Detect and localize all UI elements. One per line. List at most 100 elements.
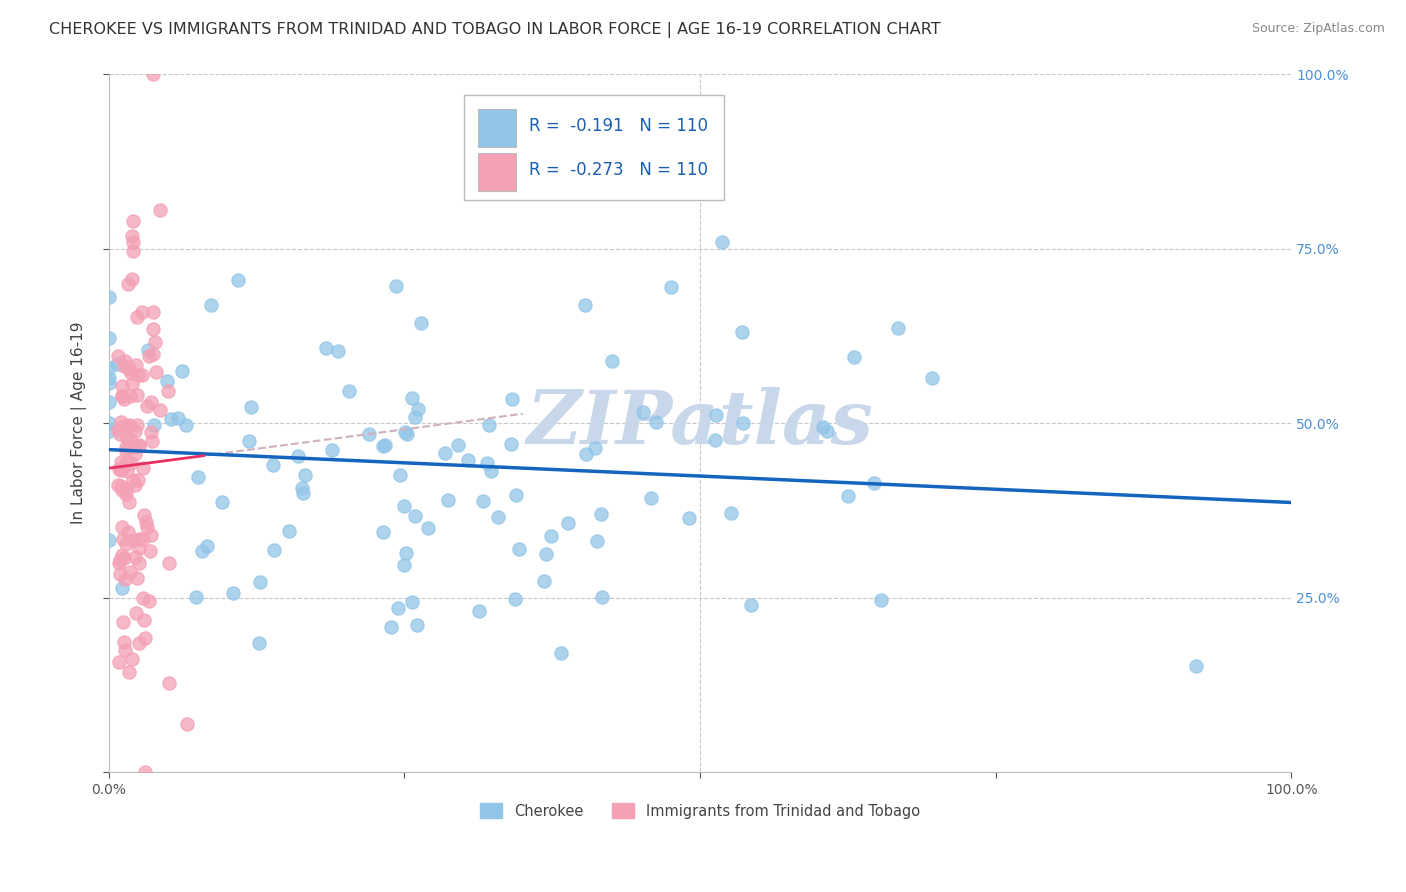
Cherokee [503,591,526,606]
Immigrants from Trinidad and Tobago [138,349,160,363]
Cherokee [228,273,250,287]
Cherokee [533,574,555,589]
Cherokee [471,493,494,508]
Cherokee [401,595,423,609]
Cherokee [436,493,458,508]
Cherokee [278,524,301,539]
Cherokee [249,575,271,590]
Immigrants from Trinidad and Tobago [131,368,153,382]
Cherokee [97,394,120,409]
Cherokee [486,510,509,524]
Cherokee [815,424,838,438]
Immigrants from Trinidad and Tobago [125,571,148,585]
Cherokee [477,456,499,470]
Cherokee [392,558,415,572]
Cherokee [416,521,439,535]
Cherokee [326,343,349,358]
Cherokee [97,361,120,376]
Immigrants from Trinidad and Tobago [132,591,155,605]
Cherokee [211,495,233,509]
Immigrants from Trinidad and Tobago [115,443,138,458]
Immigrants from Trinidad and Tobago [132,508,155,523]
Immigrants from Trinidad and Tobago [114,354,136,368]
Immigrants from Trinidad and Tobago [112,532,135,546]
Cherokee [97,290,120,304]
Cherokee [600,354,623,368]
Immigrants from Trinidad and Tobago [117,359,139,374]
Cherokee [238,434,260,449]
Cherokee [387,601,409,615]
Cherokee [190,544,212,558]
Immigrants from Trinidad and Tobago [139,395,162,409]
Cherokee [105,357,128,371]
Immigrants from Trinidad and Tobago [149,202,172,217]
Immigrants from Trinidad and Tobago [118,417,141,432]
Immigrants from Trinidad and Tobago [111,389,134,403]
Cherokee [143,418,166,433]
Cherokee [574,298,596,312]
Immigrants from Trinidad and Tobago [114,440,136,454]
Cherokee [703,434,725,448]
Cherokee [1185,658,1208,673]
Immigrants from Trinidad and Tobago [135,515,157,529]
Immigrants from Trinidad and Tobago [110,462,132,476]
Cherokee [373,524,395,539]
Cherokee [291,481,314,495]
Immigrants from Trinidad and Tobago [125,310,148,324]
Cherokee [434,446,457,460]
Immigrants from Trinidad and Tobago [114,642,136,657]
Cherokee [395,546,418,560]
Cherokee [447,438,470,452]
Cherokee [586,533,609,548]
Immigrants from Trinidad and Tobago [135,520,157,534]
Immigrants from Trinidad and Tobago [118,432,141,446]
Cherokee [811,419,834,434]
Cherokee [837,489,859,503]
Cherokee [508,542,530,557]
Immigrants from Trinidad and Tobago [118,419,141,434]
Immigrants from Trinidad and Tobago [125,418,148,433]
Immigrants from Trinidad and Tobago [127,368,149,382]
Immigrants from Trinidad and Tobago [118,665,141,679]
Cherokee [380,620,402,634]
Cherokee [395,427,418,442]
Immigrants from Trinidad and Tobago [122,473,145,487]
Immigrants from Trinidad and Tobago [107,349,129,363]
Immigrants from Trinidad and Tobago [115,482,138,496]
Immigrants from Trinidad and Tobago [128,439,150,453]
Immigrants from Trinidad and Tobago [117,524,139,539]
Immigrants from Trinidad and Tobago [142,305,165,319]
Immigrants from Trinidad and Tobago [110,463,132,477]
Immigrants from Trinidad and Tobago [111,388,134,402]
Immigrants from Trinidad and Tobago [107,478,129,492]
Immigrants from Trinidad and Tobago [141,322,163,336]
Bar [478,109,516,147]
Cherokee [550,646,572,660]
Cherokee [187,470,209,484]
Cherokee [97,417,120,431]
Immigrants from Trinidad and Tobago [110,566,132,581]
Immigrants from Trinidad and Tobago [149,403,172,417]
Cherokee [262,458,284,472]
Immigrants from Trinidad and Tobago [141,425,163,439]
Immigrants from Trinidad and Tobago [118,494,141,508]
Cherokee [842,350,865,364]
Immigrants from Trinidad and Tobago [108,462,131,476]
Immigrants from Trinidad and Tobago [110,415,132,429]
Immigrants from Trinidad and Tobago [125,388,148,402]
Cherokee [640,491,662,505]
Cherokee [315,341,337,355]
Immigrants from Trinidad and Tobago [112,418,135,433]
Cherokee [170,364,193,378]
Immigrants from Trinidad and Tobago [111,379,134,393]
Immigrants from Trinidad and Tobago [145,366,167,380]
Immigrants from Trinidad and Tobago [127,473,149,487]
Immigrants from Trinidad and Tobago [118,389,141,403]
Cherokee [583,441,606,455]
Immigrants from Trinidad and Tobago [156,384,179,398]
Cherokee [408,401,430,416]
Cherokee [321,443,343,458]
FancyBboxPatch shape [464,95,724,200]
Cherokee [740,599,762,613]
Cherokee [200,298,222,312]
